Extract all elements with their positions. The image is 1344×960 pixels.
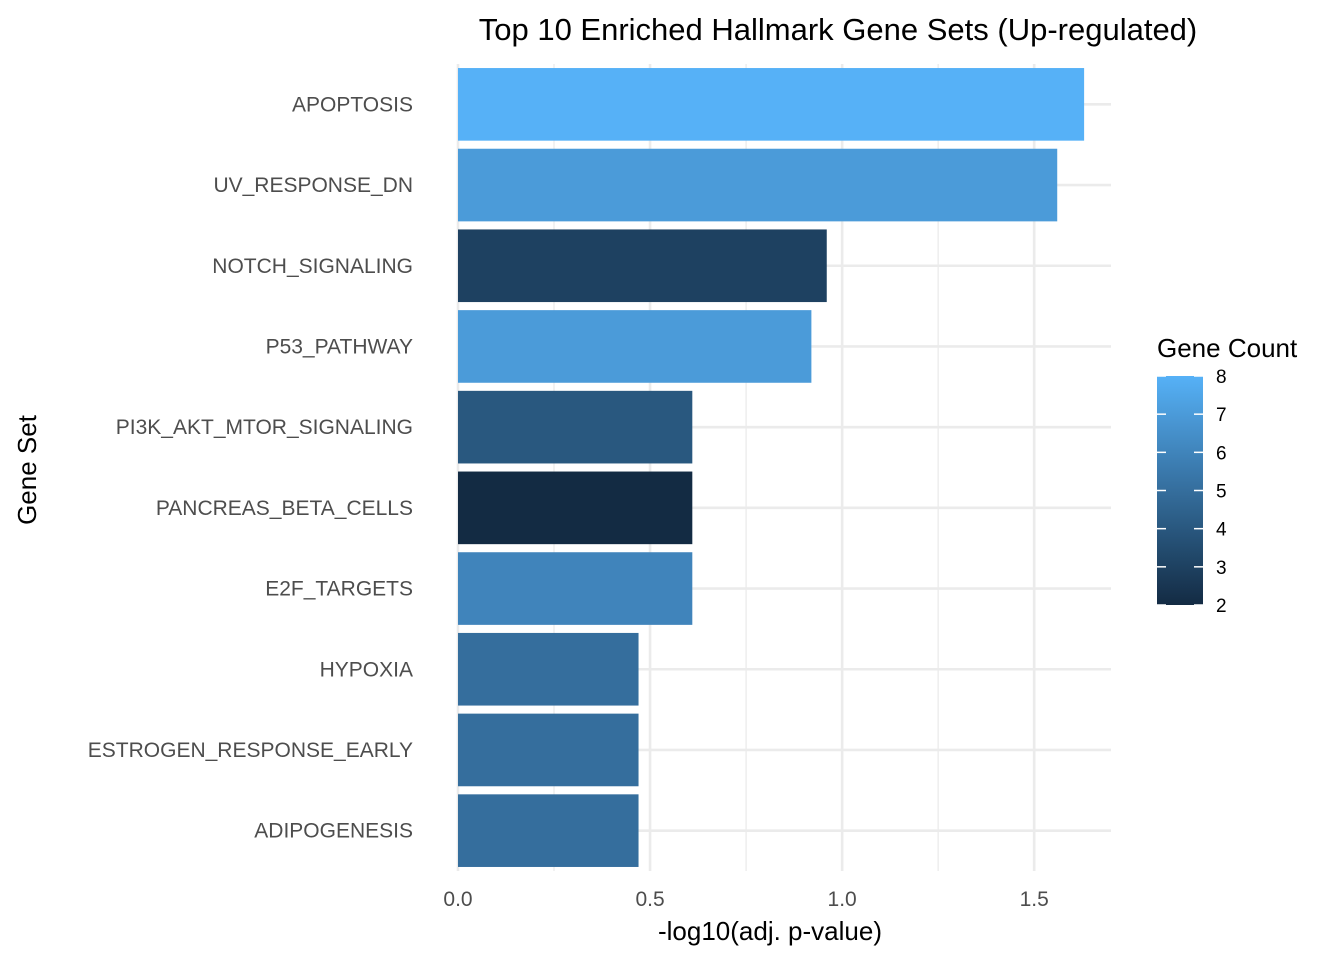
y-tick-label: ADIPOGENESIS <box>254 820 413 843</box>
bar <box>458 310 812 383</box>
bars <box>458 68 1085 867</box>
x-tick-label: 1.0 <box>828 888 857 911</box>
y-tick-label: P53_PATHWAY <box>266 335 413 358</box>
bar <box>458 552 693 625</box>
x-axis-title: -log10(adj. p-value) <box>658 916 882 946</box>
y-tick-label: UV_RESPONSE_DN <box>213 174 413 197</box>
bar <box>458 229 827 303</box>
x-tick-label: 1.5 <box>1020 888 1049 911</box>
y-tick-label: ESTROGEN_RESPONSE_EARLY <box>88 739 413 762</box>
x-tick-label: 0.0 <box>443 888 472 911</box>
bar <box>458 471 693 545</box>
legend-tick-label: 2 <box>1216 596 1227 617</box>
y-tick-label: NOTCH_SIGNALING <box>212 255 413 278</box>
legend: Gene Count 2 3 4 5 6 7 8 <box>1157 333 1298 617</box>
y-tick-label: PANCREAS_BETA_CELLS <box>156 497 413 520</box>
bar <box>458 68 1085 141</box>
bar <box>458 148 1058 222</box>
bar <box>458 390 693 464</box>
legend-tick-label: 8 <box>1216 367 1227 388</box>
y-tick-label: APOPTOSIS <box>292 93 413 116</box>
legend-tick-label: 7 <box>1216 405 1227 426</box>
chart-title: Top 10 Enriched Hallmark Gene Sets (Up-r… <box>479 12 1198 47</box>
bar <box>458 713 639 787</box>
legend-tick-label: 6 <box>1216 443 1227 464</box>
y-axis-title: Gene Set <box>12 414 42 525</box>
bar <box>458 632 639 706</box>
y-tick-label: E2F_TARGETS <box>265 578 413 601</box>
x-tick-labels: 0.0 0.5 1.0 1.5 <box>443 888 1048 911</box>
legend-title: Gene Count <box>1157 333 1298 363</box>
y-tick-labels: APOPTOSIS UV_RESPONSE_DN NOTCH_SIGNALING P5… <box>88 93 413 842</box>
y-tick-label: PI3K_AKT_MTOR_SIGNALING <box>116 416 413 439</box>
legend-tick-label: 3 <box>1216 558 1227 579</box>
legend-ticks: 2 3 4 5 6 7 8 <box>1157 367 1227 617</box>
bar <box>458 794 639 867</box>
y-tick-label: HYPOXIA <box>320 658 413 681</box>
x-tick-label: 0.5 <box>635 888 664 911</box>
legend-tick-label: 4 <box>1216 520 1227 541</box>
legend-tick-label: 5 <box>1216 482 1227 503</box>
